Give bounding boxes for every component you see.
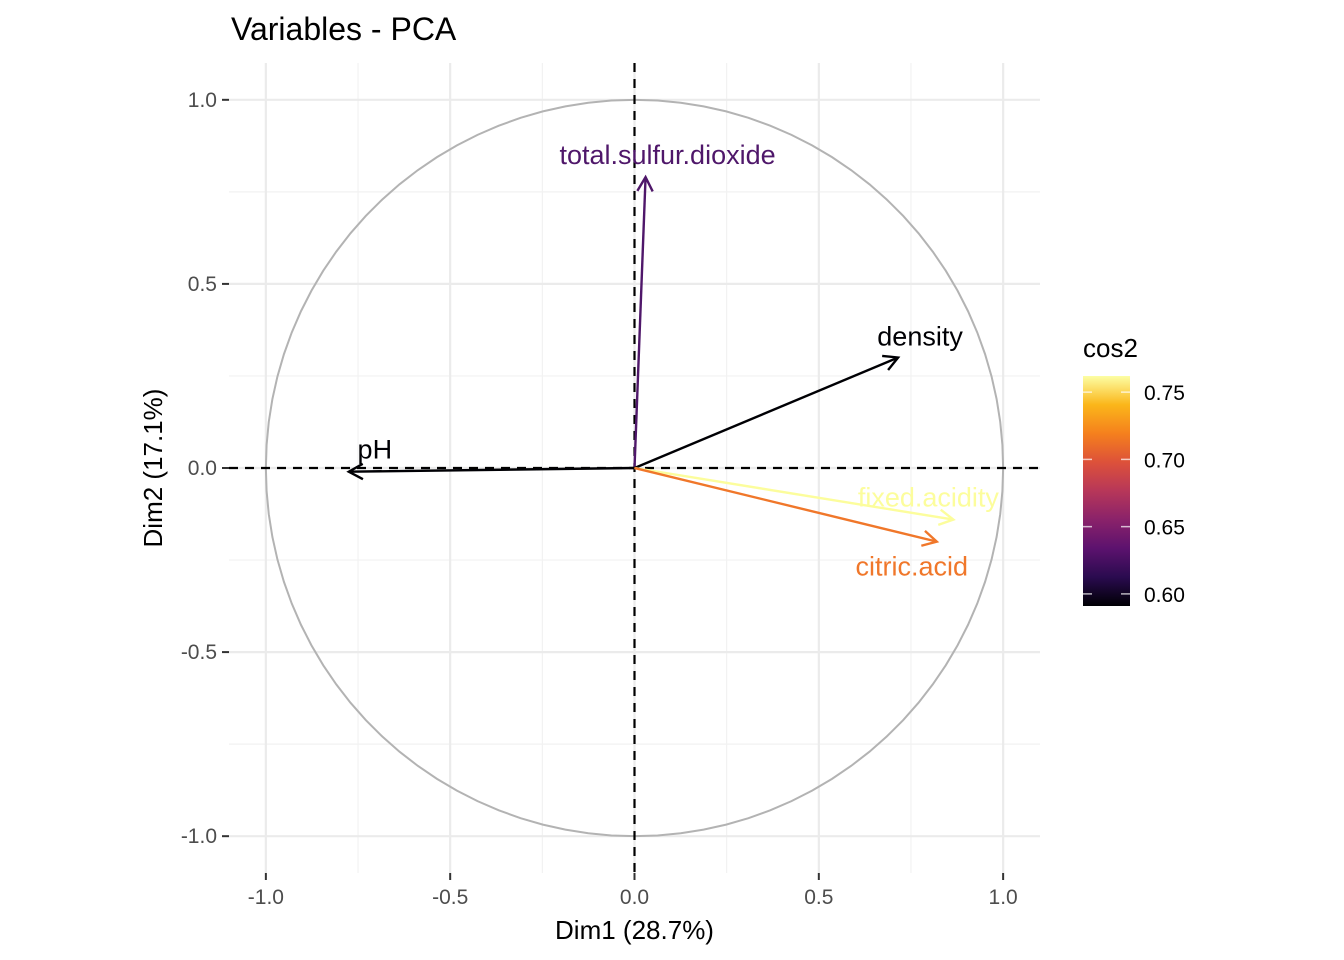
legend-tick-label: 0.65 [1144,517,1185,540]
variable-arrow-density: density [634,322,963,470]
arrow-shaft [634,356,899,470]
variable-label: fixed.acidity [858,483,1000,513]
arrow-shaft [634,466,938,543]
x-tick-label: 0.0 [620,886,649,909]
variable-label: citric.acid [856,552,969,582]
y-tick-label: 1.0 [188,89,217,112]
arrowhead-icon [346,462,364,481]
arrow-shaft [633,177,647,469]
legend-title: cos2 [1083,333,1138,363]
x-tick-label: 0.5 [804,886,833,909]
arrowhead-icon [921,529,940,547]
y-axis-label: Dim2 (17.1%) [138,389,168,548]
variable-arrow-fixed-acidity: fixed.acidity [634,466,1000,527]
arrow-shaft [634,466,954,521]
x-axis-label: Dim1 (28.7%) [555,915,714,945]
y-tick-label: 0.5 [188,273,217,296]
y-tick-label: -0.5 [181,641,217,664]
variable-arrow-total-sulfur-dioxide: total.sulfur.dioxide [559,140,776,469]
arrowhead-icon [636,174,654,192]
y-tick-label: 0.0 [188,457,217,480]
variable-arrows: total.sulfur.dioxide density pH fixed.acidi… [346,140,1000,582]
y-tick-label: -1.0 [181,825,217,848]
colorbar [1083,376,1130,606]
variable-label: density [877,322,963,352]
legend-tick-label: 0.70 [1144,449,1185,472]
arrowhead-icon [882,354,901,371]
legend: cos2 0.60 0.65 0.70 0.75 [1083,333,1185,607]
axes: -1.0 -0.5 0.0 0.5 1.0 -1.0 -0.5 0.0 0.5 1.0 [181,89,1018,909]
x-tick-label: 1.0 [989,886,1018,909]
arrowhead-icon [937,508,956,527]
variable-label: total.sulfur.dioxide [559,140,775,170]
x-tick-label: -0.5 [432,886,468,909]
variable-arrow-citric-acid: citric.acid [634,466,969,582]
legend-tick-label: 0.75 [1144,382,1185,405]
variable-label: pH [358,435,393,465]
arrow-shaft [348,466,635,473]
legend-tick-label: 0.60 [1144,584,1185,607]
variable-arrow-pH: pH [346,435,635,481]
x-tick-label: -1.0 [248,886,284,909]
chart-title: Variables - PCA [231,11,457,47]
